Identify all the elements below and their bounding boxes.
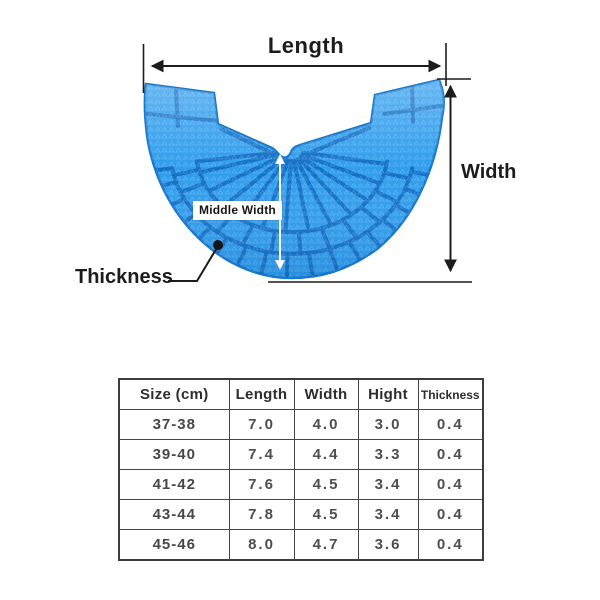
table-row: 41-42 7.6 4.5 3.4 0.4: [118, 469, 484, 500]
cell-length: 7.6: [228, 469, 295, 500]
cell-hight: 3.4: [357, 499, 419, 530]
cell-size: 45-46: [118, 529, 230, 561]
heel-pad-diagram: [142, 43, 472, 283]
dimension-annotations: [142, 43, 472, 283]
cell-hight: 3.0: [357, 409, 419, 440]
heel-pad: [143, 78, 445, 280]
thickness-anchor-dot: [213, 240, 223, 250]
middle-width-label: Middle Width: [193, 201, 282, 220]
cell-size: 43-44: [118, 499, 230, 530]
size-table: Size (cm) Length Width Hight Thickness 3…: [118, 378, 484, 561]
cell-hight: 3.3: [357, 439, 419, 470]
cell-length: 8.0: [228, 529, 295, 561]
table-header-thickness: Thickness: [417, 378, 484, 410]
thickness-label: Thickness: [75, 266, 173, 288]
cell-width: 4.5: [293, 499, 359, 530]
cell-size: 39-40: [118, 439, 230, 470]
cell-width: 4.4: [293, 439, 359, 470]
cell-width: 4.7: [293, 529, 359, 561]
width-label: Width: [461, 161, 517, 183]
table-header-length: Length: [228, 378, 295, 410]
cell-thickness: 0.4: [417, 469, 484, 500]
cell-thickness: 0.4: [417, 409, 484, 440]
table-header-size: Size (cm): [118, 378, 230, 410]
cell-thickness: 0.4: [417, 439, 484, 470]
cell-length: 7.4: [228, 439, 295, 470]
table-header-row: Size (cm) Length Width Hight Thickness: [118, 378, 484, 410]
table-row: 37-38 7.0 4.0 3.0 0.4: [118, 409, 484, 440]
cell-width: 4.5: [293, 469, 359, 500]
cell-size: 37-38: [118, 409, 230, 440]
table-header-width: Width: [293, 378, 359, 410]
table-row: 45-46 8.0 4.7 3.6 0.4: [118, 529, 484, 561]
pad-shading: [144, 80, 444, 278]
length-label: Length: [267, 33, 345, 58]
table-header-hight: Hight: [357, 378, 419, 410]
cell-length: 7.8: [228, 499, 295, 530]
cell-hight: 3.4: [357, 469, 419, 500]
cell-thickness: 0.4: [417, 529, 484, 561]
table-row: 43-44 7.8 4.5 3.4 0.4: [118, 499, 484, 530]
cell-hight: 3.6: [357, 529, 419, 561]
thickness-leader-line: [168, 245, 219, 282]
cell-size: 41-42: [118, 469, 230, 500]
cell-length: 7.0: [228, 409, 295, 440]
cell-thickness: 0.4: [417, 499, 484, 530]
cell-width: 4.0: [293, 409, 359, 440]
table-row: 39-40 7.4 4.4 3.3 0.4: [118, 439, 484, 470]
